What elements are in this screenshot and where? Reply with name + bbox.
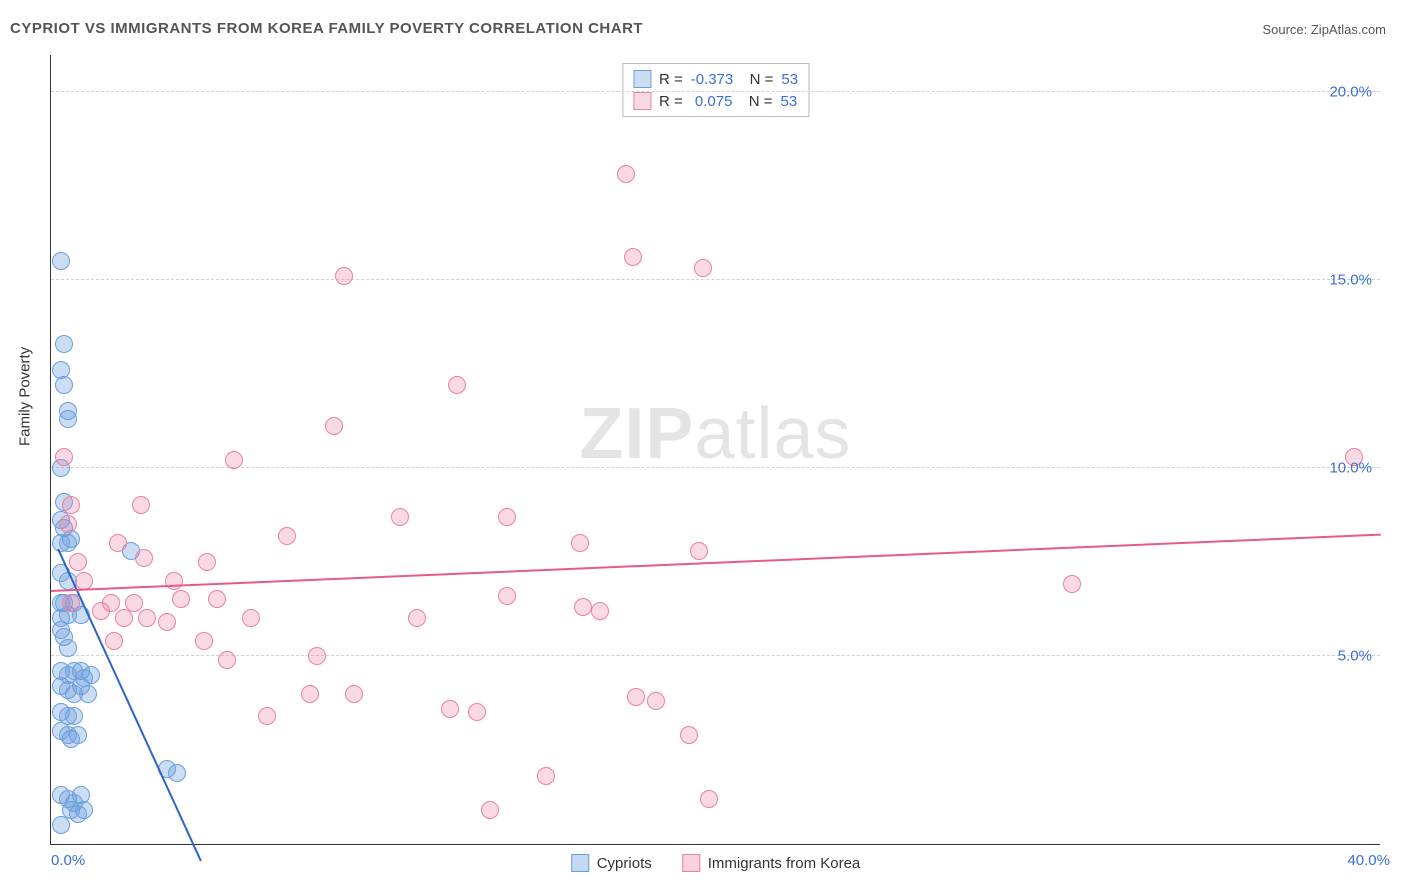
data-point xyxy=(242,609,260,627)
data-point xyxy=(75,801,93,819)
data-point xyxy=(59,639,77,657)
gridline xyxy=(51,279,1380,280)
stat-r-label: R = xyxy=(659,71,683,88)
data-point xyxy=(195,632,213,650)
data-point xyxy=(408,609,426,627)
chart-container: CYPRIOT VS IMMIGRANTS FROM KOREA FAMILY … xyxy=(0,0,1406,892)
data-point xyxy=(537,767,555,785)
stat-r-label: R = xyxy=(659,93,683,110)
legend-swatch-cypriots xyxy=(571,854,589,872)
stat-r-value-1: 0.075 xyxy=(691,93,733,110)
data-point xyxy=(62,496,80,514)
stat-n-label: N = xyxy=(741,71,773,88)
data-point xyxy=(345,685,363,703)
gridline xyxy=(51,655,1380,656)
legend-swatch-korea xyxy=(682,854,700,872)
data-point xyxy=(138,609,156,627)
data-point xyxy=(59,410,77,428)
data-point xyxy=(59,515,77,533)
source-label: Source: ZipAtlas.com xyxy=(1262,22,1386,37)
gridline xyxy=(51,91,1380,92)
data-point xyxy=(65,707,83,725)
y-axis-label: Family Poverty xyxy=(17,347,34,446)
data-point xyxy=(75,572,93,590)
trendline xyxy=(51,534,1381,592)
data-point xyxy=(498,508,516,526)
ytick-label: 5.0% xyxy=(1338,647,1372,664)
data-point xyxy=(172,590,190,608)
chart-title: CYPRIOT VS IMMIGRANTS FROM KOREA FAMILY … xyxy=(10,20,643,37)
data-point xyxy=(168,764,186,782)
data-point xyxy=(69,726,87,744)
ytick-label: 10.0% xyxy=(1329,459,1372,476)
data-point xyxy=(59,534,77,552)
data-point xyxy=(218,651,236,669)
data-point xyxy=(468,703,486,721)
data-point xyxy=(92,602,110,620)
data-point xyxy=(448,376,466,394)
data-point xyxy=(55,448,73,466)
data-point xyxy=(498,587,516,605)
data-point xyxy=(591,602,609,620)
data-point xyxy=(391,508,409,526)
data-point xyxy=(208,590,226,608)
watermark: ZIPatlas xyxy=(579,393,851,475)
ytick-label: 15.0% xyxy=(1329,271,1372,288)
data-point xyxy=(52,816,70,834)
data-point xyxy=(52,252,70,270)
stat-n-label: N = xyxy=(740,93,772,110)
data-point xyxy=(105,632,123,650)
data-point xyxy=(158,613,176,631)
plot-area: ZIPatlas R = -0.373 N = 53 R = 0.075 N =… xyxy=(50,55,1380,845)
xtick-right: 40.0% xyxy=(1347,852,1390,869)
data-point xyxy=(694,259,712,277)
data-point xyxy=(198,553,216,571)
stat-r-value-0: -0.373 xyxy=(691,71,734,88)
data-point xyxy=(481,801,499,819)
legend: Cypriots Immigrants from Korea xyxy=(571,854,861,872)
data-point xyxy=(135,549,153,567)
data-point xyxy=(680,726,698,744)
data-point xyxy=(225,451,243,469)
legend-item-korea: Immigrants from Korea xyxy=(682,854,861,872)
data-point xyxy=(617,165,635,183)
ytick-label: 20.0% xyxy=(1329,83,1372,100)
stat-row-cypriots: R = -0.373 N = 53 xyxy=(633,68,798,90)
data-point xyxy=(278,527,296,545)
data-point xyxy=(574,598,592,616)
data-point xyxy=(52,609,70,627)
data-point xyxy=(132,496,150,514)
xtick-left: 0.0% xyxy=(51,852,85,869)
legend-label-cypriots: Cypriots xyxy=(597,855,652,872)
data-point xyxy=(325,417,343,435)
data-point xyxy=(258,707,276,725)
data-point xyxy=(55,376,73,394)
data-point xyxy=(441,700,459,718)
data-point xyxy=(55,335,73,353)
legend-label-korea: Immigrants from Korea xyxy=(708,855,861,872)
data-point xyxy=(690,542,708,560)
data-point xyxy=(109,534,127,552)
data-point xyxy=(308,647,326,665)
data-point xyxy=(301,685,319,703)
swatch-cypriots xyxy=(633,70,651,88)
stat-row-korea: R = 0.075 N = 53 xyxy=(633,90,798,112)
legend-item-cypriots: Cypriots xyxy=(571,854,652,872)
swatch-korea xyxy=(633,92,651,110)
data-point xyxy=(624,248,642,266)
data-point xyxy=(700,790,718,808)
data-point xyxy=(335,267,353,285)
data-point xyxy=(115,609,133,627)
data-point xyxy=(79,685,97,703)
data-point xyxy=(571,534,589,552)
data-point xyxy=(647,692,665,710)
data-point xyxy=(62,594,80,612)
stat-n-value-0: 53 xyxy=(781,71,798,88)
data-point xyxy=(627,688,645,706)
data-point xyxy=(69,553,87,571)
data-point xyxy=(1063,575,1081,593)
stat-n-value-1: 53 xyxy=(781,93,798,110)
gridline xyxy=(51,467,1380,468)
